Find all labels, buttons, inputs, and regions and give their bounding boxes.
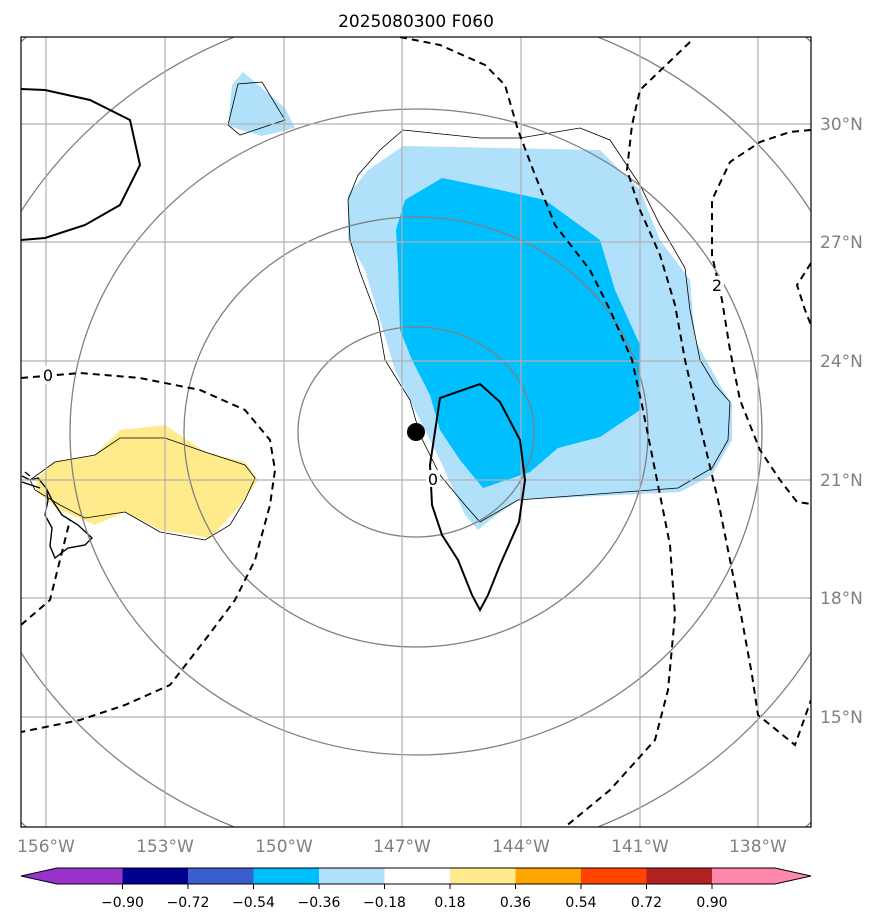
dashed-contour-3 <box>399 37 677 827</box>
yellow-region <box>37 425 258 538</box>
light-blue-region-small <box>228 72 295 136</box>
x-axis-labels: 156°W 153°W 150°W 147°W 144°W 141°W 138°… <box>17 837 787 857</box>
y-tick-label: 21°N <box>820 471 863 491</box>
colorbar-tick-label: −0.54 <box>232 895 275 911</box>
colorbar-tick-label: 0.54 <box>565 895 596 911</box>
x-tick-label: 138°W <box>729 837 787 857</box>
map-frame <box>20 36 812 828</box>
colorbar-segment <box>384 868 450 884</box>
colorbar-outline <box>20 867 812 885</box>
colorbar-segment <box>122 868 188 884</box>
dashed-contour-6 <box>795 262 811 326</box>
dashed-contour-1 <box>21 371 277 733</box>
y-axis-labels: 30°N 27°N 24°N 21°N 18°N 15°N <box>820 115 863 728</box>
colorbar-tick-label: −0.90 <box>101 895 144 911</box>
colorbar-tick-label: 0.36 <box>500 895 531 911</box>
y-tick-label: 27°N <box>820 233 863 253</box>
colorbar-tick-label: 0.90 <box>696 895 727 911</box>
colorbar-ticks <box>122 884 713 889</box>
x-tick-label: 141°W <box>611 837 669 857</box>
dashed-contour-5 <box>711 129 811 505</box>
colorbar-segment <box>712 868 775 884</box>
colorbar-segment <box>515 868 581 884</box>
colorbar-tick-label: 0.72 <box>631 895 662 911</box>
colorbar-segment <box>188 868 254 884</box>
x-tick-label: 147°W <box>373 837 431 857</box>
colorbar-segment <box>319 868 385 884</box>
thin-contour-main <box>347 127 731 523</box>
y-tick-label: 30°N <box>820 115 863 135</box>
colorbar: −0.90 −0.72 −0.54 −0.36 −0.18 0.18 0.36 … <box>20 867 812 911</box>
colorbar-segment <box>450 868 516 884</box>
y-tick-label: 24°N <box>820 352 863 372</box>
colorbar-tick-label: −0.36 <box>298 895 341 911</box>
dashed-contours <box>21 37 811 827</box>
colorbar-segment <box>581 868 647 884</box>
colorbar-segment <box>57 868 123 884</box>
x-tick-label: 150°W <box>255 837 313 857</box>
thin-contour-small <box>227 81 286 136</box>
contour-label-0-west: 0 <box>43 366 53 385</box>
dashed-contour-2 <box>21 519 71 626</box>
colorbar-tick-label: 0.18 <box>434 895 465 911</box>
gridlines <box>21 37 811 827</box>
colorbar-segment <box>253 868 319 884</box>
colorbar-extend-high <box>775 868 811 884</box>
solid-contour-northwest <box>21 88 142 241</box>
x-tick-label: 144°W <box>492 837 550 857</box>
colorbar-extend-low <box>21 868 57 884</box>
x-tick-label: 156°W <box>17 837 75 857</box>
y-tick-label: 18°N <box>820 589 863 609</box>
contour-label-2-east: 2 <box>712 276 722 295</box>
y-tick-label: 15°N <box>820 708 863 728</box>
colorbar-segment <box>646 868 712 884</box>
colorbar-tick-label: −0.18 <box>363 895 406 911</box>
colorbar-tick-label: −0.72 <box>167 895 210 911</box>
solid-contour-center <box>428 382 527 613</box>
contour-label-0-center: 0 <box>428 470 438 489</box>
range-ring-3 <box>69 108 763 756</box>
thin-contour-yellow <box>29 437 256 541</box>
range-ring-1 <box>297 326 535 538</box>
x-tick-label: 153°W <box>136 837 194 857</box>
chart-title: 2025080300 F060 <box>338 12 494 32</box>
storm-center-marker <box>407 423 425 441</box>
